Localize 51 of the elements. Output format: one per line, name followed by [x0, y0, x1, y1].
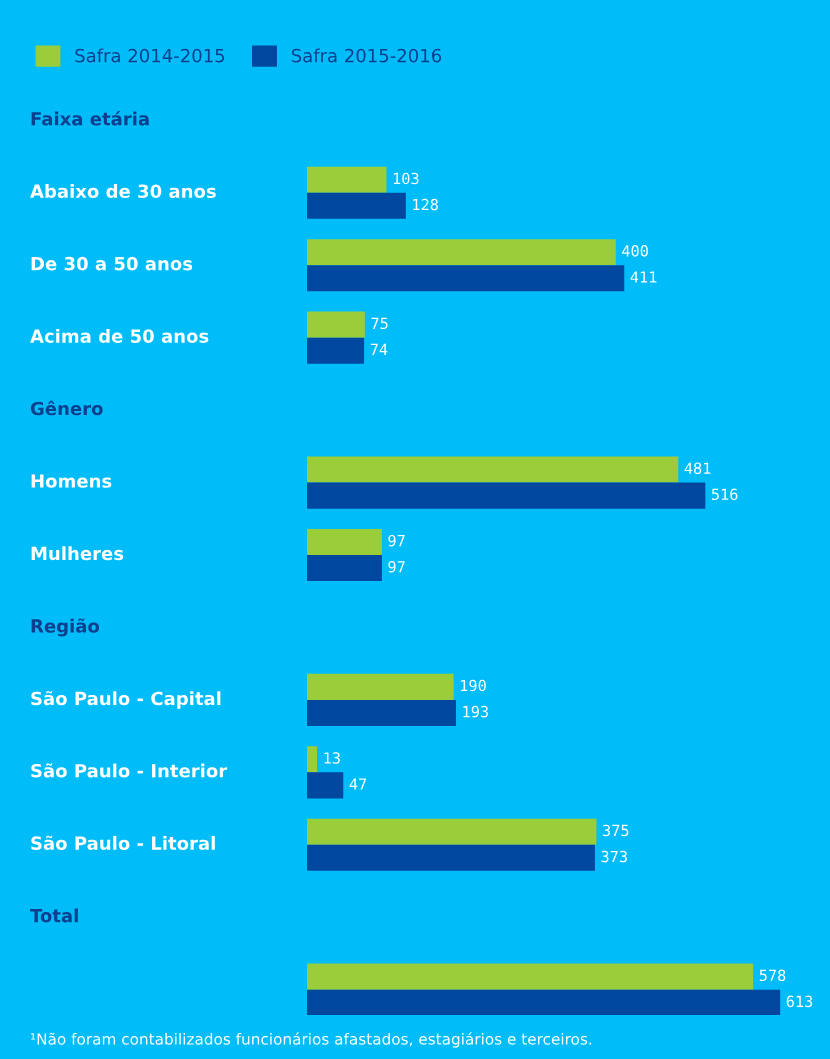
bar [307, 528, 382, 555]
bar [307, 337, 365, 364]
bar [307, 265, 625, 292]
y-tick-label: Homens [31, 474, 112, 488]
data-label: 75 [371, 317, 388, 330]
bar [307, 311, 365, 338]
y-tick-label: Acima de 50 anos [30, 328, 209, 343]
bar [307, 989, 781, 1015]
legend-label: Safra 2014-2015 [75, 48, 225, 63]
y-tick-label: Região [31, 618, 100, 637]
y-tick-label: Faixa etária [31, 110, 149, 126]
legend-label: Safra 2015-2016 [291, 48, 442, 63]
text: ¹Não foram contabilizados funcionários afastados, estagiários e terceiros. [31, 1032, 592, 1048]
bar [307, 673, 454, 700]
bar [307, 746, 318, 773]
data-label: 13 [324, 752, 340, 764]
y-tick-label: Gênero [30, 400, 103, 416]
bar [307, 555, 382, 582]
data-label: 411 [630, 271, 657, 283]
y-tick-label: São Paulo - Interior [31, 763, 228, 778]
bar [307, 699, 456, 726]
bar [307, 456, 679, 483]
data-label: 373 [601, 850, 627, 863]
y-tick-label: De 30 a 50 anos [31, 256, 193, 271]
data-label: 400 [622, 245, 648, 257]
bar [307, 963, 754, 990]
bar [307, 166, 387, 193]
bar [307, 192, 406, 219]
data-label: 103 [393, 172, 419, 185]
y-tick-label: Abaixo de 30 anos [30, 184, 216, 199]
y-tick-label: São Paulo - Litoral [31, 835, 215, 850]
y-tick-label: São Paulo - Capital [31, 690, 221, 709]
bar [307, 844, 595, 871]
data-label: 97 [388, 534, 405, 547]
bar [307, 482, 706, 509]
data-label: 97 [388, 560, 405, 573]
bar [307, 818, 597, 845]
data-label: 516 [711, 488, 738, 501]
bar [307, 239, 616, 266]
y-tick-label: Total [30, 908, 78, 923]
data-label: 74 [370, 343, 388, 355]
data-label: 613 [786, 995, 813, 1008]
bar [307, 772, 344, 799]
data-label: 375 [603, 824, 629, 837]
data-label: 481 [684, 462, 711, 474]
data-label: 578 [759, 969, 786, 982]
data-label: 193 [463, 705, 488, 718]
data-label: 128 [413, 198, 438, 211]
data-label: 47 [349, 778, 367, 790]
y-tick-label: Mulheres [31, 546, 124, 561]
data-label: 190 [461, 679, 486, 692]
